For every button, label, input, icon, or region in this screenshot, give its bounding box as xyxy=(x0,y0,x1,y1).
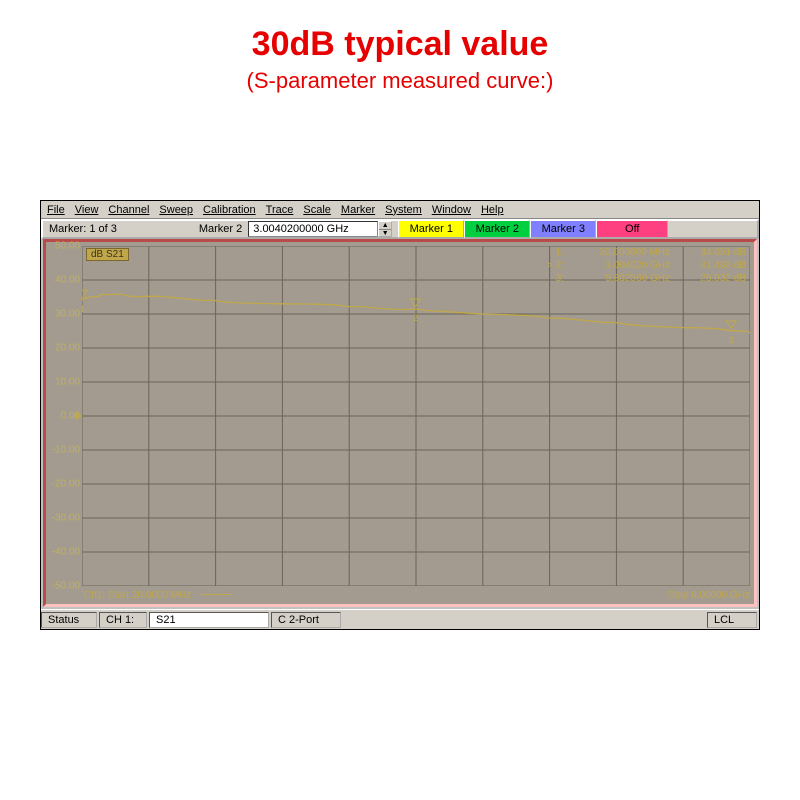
menu-marker[interactable]: Marker xyxy=(341,204,375,216)
toolbar: Marker: 1 of 3 Marker 2 ▲▼ Marker 1Marke… xyxy=(41,219,759,239)
marker-readout-row: 1:20.000000 MHz34.051 dB xyxy=(540,246,746,259)
menu-help[interactable]: Help xyxy=(481,204,504,216)
y-tick-label: 30.00 xyxy=(55,309,80,320)
y-tick-label: 50.00 xyxy=(55,241,80,252)
marker-freq-input[interactable] xyxy=(248,221,378,237)
freq-spinner[interactable]: ▲▼ xyxy=(378,221,392,237)
trace-cell[interactable]: S21 xyxy=(149,612,269,628)
marker-readout-row: > 2:3.004020 GHz31.483 dB xyxy=(540,259,746,272)
marker-3-button[interactable]: Marker 3 xyxy=(530,220,596,238)
subtitle: (S-parameter measured curve:) xyxy=(0,68,800,94)
chart-svg: 1 2 3 xyxy=(82,246,750,586)
y-tick-label: -10.00 xyxy=(52,445,80,456)
menu-channel[interactable]: Channel xyxy=(108,204,149,216)
active-marker-label: Marker 2 xyxy=(193,223,248,235)
menu-view[interactable]: View xyxy=(75,204,99,216)
y-tick-label: -40.00 xyxy=(52,547,80,558)
menubar[interactable]: File View Channel Sweep Calibration Trace Scal… xyxy=(41,201,759,219)
off-button[interactable]: Off xyxy=(596,220,668,238)
mode-cell: C 2-Port xyxy=(271,612,341,628)
analyzer-window: File View Channel Sweep Calibration Trace Scal… xyxy=(40,200,760,630)
marker-readout: 1:20.000000 MHz34.051 dB> 2:3.004020 GHz… xyxy=(540,246,746,285)
svg-text:1: 1 xyxy=(82,304,84,314)
plot-area: 50.0040.0030.0020.0010.000.00-10.00-20.0… xyxy=(43,239,757,607)
status-cell: Status xyxy=(41,612,97,628)
marker-count-label: Marker: 1 of 3 xyxy=(43,223,123,235)
y-tick-label: 10.00 xyxy=(55,377,80,388)
stop-freq-label: Stop 6.00000 GHz xyxy=(668,590,750,601)
menu-file[interactable]: File xyxy=(47,204,65,216)
start-freq-label: Ch1: Start 20.0000 MHz xyxy=(84,590,191,601)
menu-trace[interactable]: Trace xyxy=(266,204,294,216)
title-block: 30dB typical value (S-parameter measured… xyxy=(0,0,800,94)
marker-readout-row: 3:5.832560 GHz25.032 dB xyxy=(540,272,746,285)
lcl-cell: LCL xyxy=(707,612,757,628)
y-tick-label: 20.00 xyxy=(55,343,80,354)
marker-2-button[interactable]: Marker 2 xyxy=(464,220,530,238)
y-tick-label: 40.00 xyxy=(55,275,80,286)
chart-footer: Ch1: Start 20.0000 MHz Stop 6.00000 GHz xyxy=(48,588,750,602)
menu-window[interactable]: Window xyxy=(432,204,471,216)
grid-container: 1 2 3 xyxy=(82,246,750,586)
statusbar: Status CH 1: S21 C 2-Port LCL xyxy=(41,609,759,629)
menu-sweep[interactable]: Sweep xyxy=(159,204,193,216)
legend-line-icon xyxy=(201,594,231,595)
main-title: 30dB typical value xyxy=(0,25,800,64)
channel-cell: CH 1: xyxy=(99,612,147,628)
svg-text:2: 2 xyxy=(413,313,418,323)
menu-scale[interactable]: Scale xyxy=(303,204,331,216)
marker-1-button[interactable]: Marker 1 xyxy=(398,220,464,238)
menu-system[interactable]: System xyxy=(385,204,422,216)
svg-text:3: 3 xyxy=(729,335,734,345)
y-tick-label: -20.00 xyxy=(52,479,80,490)
y-tick-label: -30.00 xyxy=(52,513,80,524)
menu-calibration[interactable]: Calibration xyxy=(203,204,256,216)
